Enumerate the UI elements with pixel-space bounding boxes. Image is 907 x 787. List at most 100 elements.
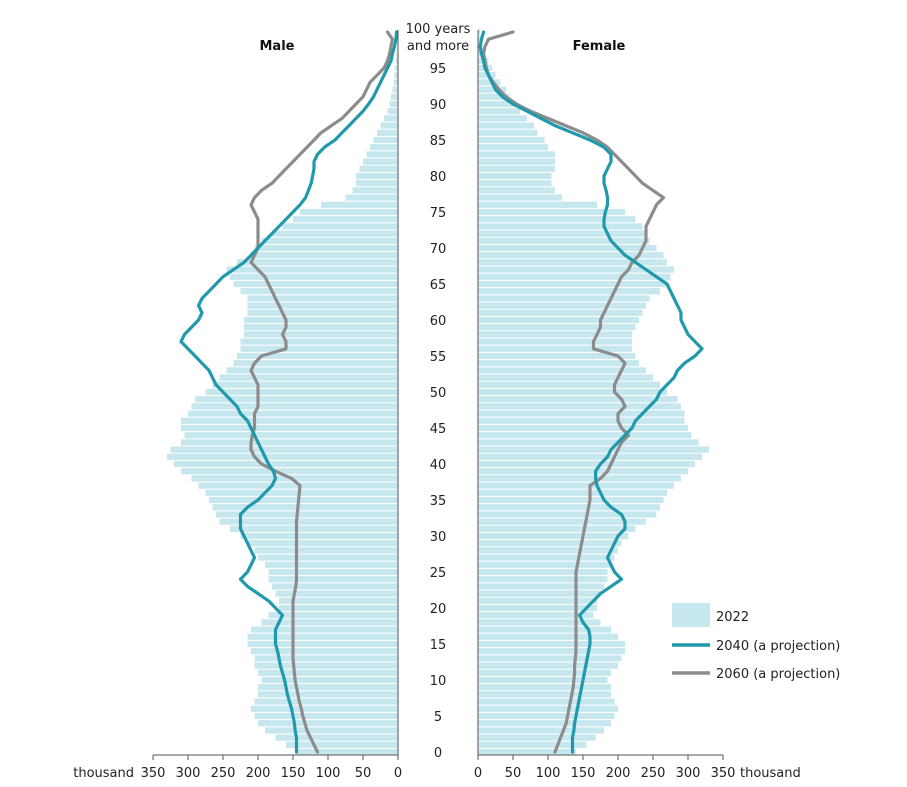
- x-unit-label-left: thousand: [73, 766, 134, 781]
- legend-label-2022: 2022: [716, 610, 749, 625]
- x-tick-label-male-150: 150: [281, 766, 306, 781]
- bar-2022-female-age-78: [478, 187, 555, 194]
- bar-2022-female-age-1: [478, 741, 587, 748]
- age-tick-label-55: 55: [430, 350, 447, 365]
- bar-2022-male-age-16: [247, 633, 398, 640]
- bar-2022-female-age-28: [478, 547, 618, 554]
- line-2040-male: [179, 30, 399, 754]
- bar-2022-male-age-89: [387, 108, 398, 115]
- bar-2022-male-age-73: [282, 223, 398, 230]
- bar-2022-female-age-79: [478, 180, 552, 187]
- bar-2022-female-age-100: [478, 28, 481, 36]
- bar-2022-male-age-87: [380, 122, 398, 129]
- bar-2022-male-age-8: [258, 691, 398, 698]
- bar-2022-female-age-23: [478, 583, 604, 590]
- bar-2022-female-age-44: [478, 432, 692, 439]
- bar-2022-female-age-71: [478, 237, 650, 244]
- bar-2022-male-age-28: [254, 547, 398, 554]
- bar-2022-female-age-25: [478, 568, 608, 576]
- legend-label-2060: 2060 (a projection): [716, 667, 840, 682]
- bar-2022-male-age-76: [321, 201, 398, 208]
- bar-2022-female-age-0: [478, 748, 576, 756]
- age-tick-label-75: 75: [430, 206, 447, 221]
- bar-2022-male-age-92: [392, 86, 398, 93]
- age-tick-label-20: 20: [430, 602, 447, 617]
- age-tick-label-15: 15: [430, 638, 447, 653]
- bar-2022-female-age-89: [478, 108, 520, 115]
- x-tick-label-female-100: 100: [536, 766, 561, 781]
- bar-2022-female-age-2: [478, 734, 596, 741]
- bar-2022-male-age-17: [251, 626, 398, 633]
- bar-2022-male-age-95: [395, 64, 398, 72]
- bar-2022-female-age-84: [478, 144, 548, 151]
- bar-2022-female-age-24: [478, 576, 608, 583]
- bar-2022-male-age-58: [244, 331, 398, 338]
- legend: 2022 2040 (a projection) 2060 (a project…: [672, 603, 840, 682]
- bar-2022-male-age-40: [174, 460, 398, 468]
- x-tick-label-male-300: 300: [176, 766, 201, 781]
- bar-2022-female-age-6: [478, 705, 618, 712]
- bar-2022-female-age-76: [478, 201, 597, 208]
- legend-swatch-2022: [672, 603, 710, 627]
- bar-2022-male-age-62: [247, 302, 398, 309]
- bar-2022-female-age-73: [478, 223, 643, 230]
- bar-2022-male-age-29: [247, 540, 398, 547]
- line-2060-female: [482, 30, 666, 754]
- bar-2022-male-age-91: [391, 93, 398, 100]
- bar-2022-male-age-64: [240, 288, 398, 295]
- bar-2022-female-age-5: [478, 712, 615, 720]
- bar-2022-male-age-79: [356, 180, 398, 187]
- bar-2022-male-age-51: [212, 381, 398, 388]
- bar-2022-female-age-15: [478, 640, 625, 648]
- bar-2022-female-age-86: [478, 129, 538, 136]
- bar-2022-female-age-35: [478, 496, 664, 504]
- bar-2022-female-age-54: [478, 360, 639, 367]
- bar-2022-male-age-15: [247, 640, 398, 648]
- bar-2022-male-age-67: [226, 266, 398, 273]
- bar-2022-female-age-9: [478, 684, 611, 691]
- bar-2022-male-age-22: [275, 590, 398, 597]
- bar-2022-male-age-11: [258, 669, 398, 676]
- age-tick-label-0: 0: [434, 746, 442, 761]
- bar-2022-male-age-42: [170, 446, 398, 453]
- bar-2022-male-age-41: [167, 453, 398, 460]
- bar-2022-female-age-92: [478, 86, 506, 93]
- age-tick-label-85: 85: [430, 134, 447, 149]
- bar-2022-male-age-57: [240, 338, 398, 345]
- age-tick-label-60: 60: [430, 314, 447, 329]
- bar-2022-male-age-13: [254, 655, 398, 662]
- x-unit-label-right: thousand: [740, 766, 801, 781]
- x-tick-label-female-300: 300: [676, 766, 701, 781]
- bar-2022-male-age-49: [195, 396, 398, 403]
- bar-2022-male-age-54: [233, 360, 398, 367]
- age-tick-label-5: 5: [434, 710, 442, 725]
- bar-2022-female-age-59: [478, 324, 636, 331]
- male-bars: [167, 28, 398, 756]
- bar-2022-male-age-39: [181, 468, 398, 475]
- bar-2022-male-age-46: [181, 417, 398, 424]
- bar-2022-male-age-20: [279, 604, 398, 612]
- bar-2022-male-age-21: [279, 597, 398, 604]
- bar-2022-male-age-34: [212, 504, 398, 511]
- bar-2022-male-age-1: [286, 741, 398, 748]
- x-tick-label-male-0: 0: [394, 766, 402, 781]
- x-tick-label-male-50: 50: [355, 766, 372, 781]
- x-tick-label-female-200: 200: [606, 766, 631, 781]
- bar-2022-male-age-18: [261, 619, 398, 626]
- bar-2022-female-age-26: [478, 561, 611, 568]
- bar-2022-male-age-25: [268, 568, 398, 576]
- age-labels: 0 5 10 15 20 25 30 35 40 45 50 55 60 65 70 75 80 85 90 95: [430, 62, 447, 761]
- bar-2022-female-age-36: [478, 489, 667, 496]
- bar-2022-male-age-35: [209, 496, 398, 504]
- bar-2022-male-age-47: [188, 410, 398, 417]
- bar-2022-male-age-50: [205, 388, 398, 396]
- bar-2022-female-age-64: [478, 288, 660, 295]
- bar-2022-male-age-74: [293, 216, 398, 223]
- bar-2022-female-age-75: [478, 208, 625, 216]
- bar-2022-male-age-71: [261, 237, 398, 244]
- bar-2022-female-age-45: [478, 424, 688, 432]
- age-tick-label-70: 70: [430, 242, 447, 257]
- bar-2022-male-age-60: [244, 316, 398, 324]
